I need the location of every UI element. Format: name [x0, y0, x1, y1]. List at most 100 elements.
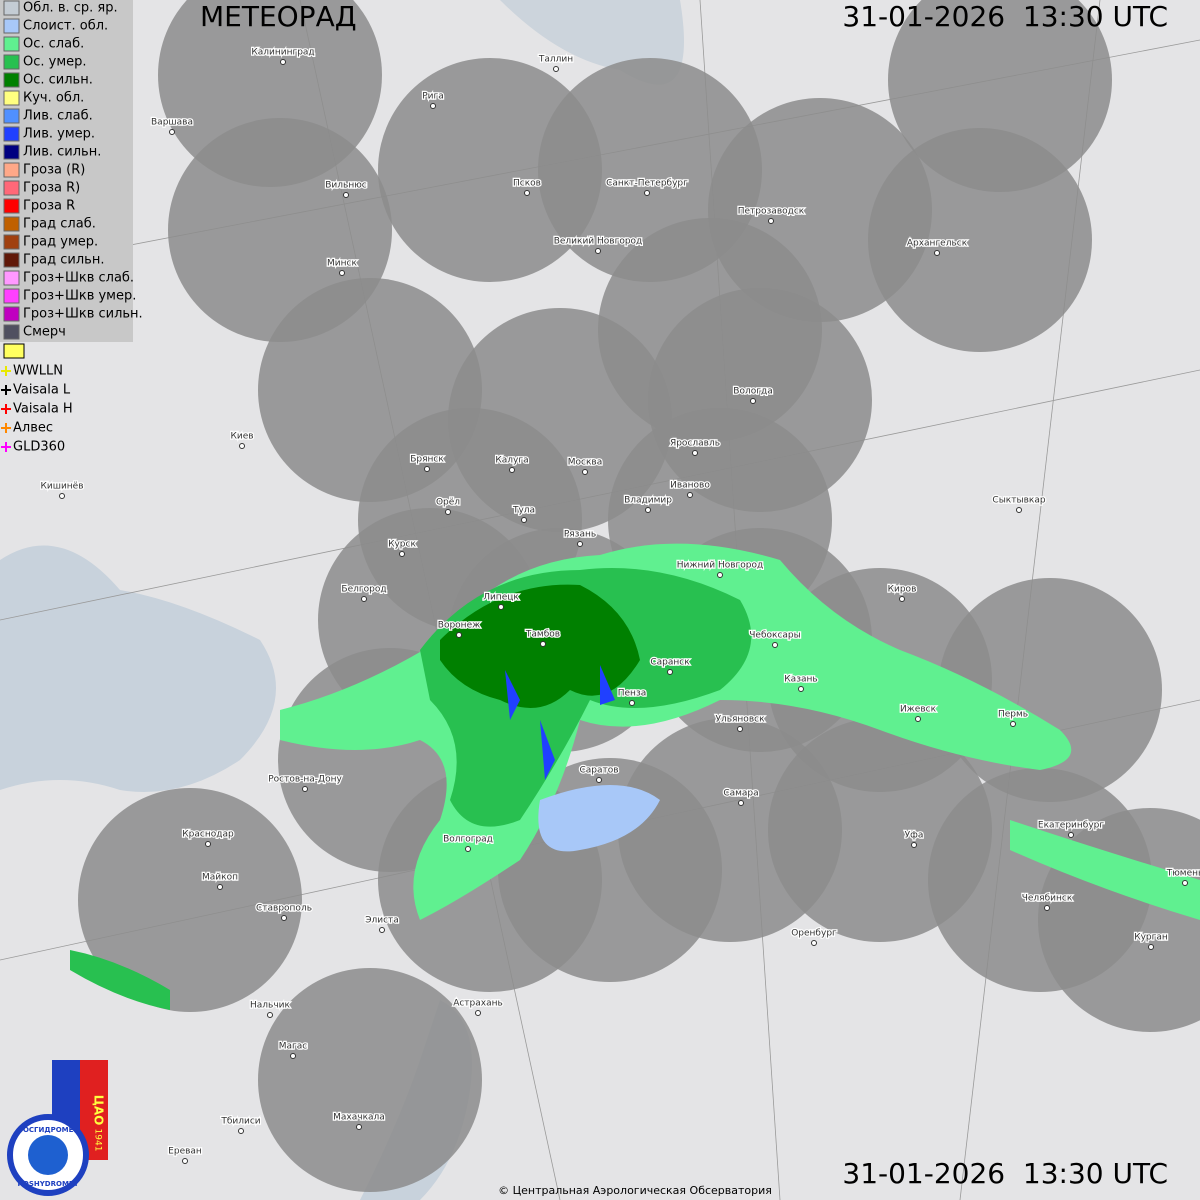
legend-label: Гроз+Шкв слаб.	[23, 271, 134, 286]
radar-circle	[888, 0, 1112, 192]
legend-swatch	[3, 18, 20, 34]
lightning-symbol	[1, 404, 11, 414]
legend-swatch	[3, 324, 20, 340]
city-dot	[59, 493, 65, 499]
city-dot	[290, 1053, 296, 1059]
city-label: Ярославль	[670, 439, 720, 449]
city-dot	[430, 103, 436, 109]
city-dot	[169, 129, 175, 135]
city-label: Санкт-Петербург	[606, 179, 688, 189]
city-dot	[750, 398, 756, 404]
city-label: Челябинск	[1022, 894, 1073, 904]
lightning-label: Vaisala L	[13, 383, 71, 398]
legend-panel	[0, 0, 133, 342]
city-dot	[238, 1128, 244, 1134]
legend-label: Град умер.	[23, 235, 98, 250]
legend-label: Гроза R	[23, 199, 75, 214]
city-dot	[475, 1010, 481, 1016]
city-dot	[738, 800, 744, 806]
city-label: Казань	[784, 675, 817, 685]
legend-swatch	[3, 288, 20, 304]
city-label: Великий Новгород	[554, 237, 643, 247]
legend-swatch	[3, 108, 20, 124]
city-dot	[667, 669, 673, 675]
city-dot	[205, 841, 211, 847]
city-label: Тамбов	[525, 630, 560, 640]
city-label: Краснодар	[182, 830, 234, 840]
lightning-symbol	[1, 442, 11, 452]
legend-swatch	[3, 72, 20, 88]
city-label: Белгород	[341, 585, 386, 595]
lightning-label: WWLLN	[13, 364, 63, 379]
city-dot	[302, 786, 308, 792]
city-label: Архангельск	[907, 239, 968, 249]
city-label: Вологда	[733, 387, 772, 397]
city-label: Иваново	[670, 481, 710, 491]
legend-label: Гроза (R)	[23, 163, 85, 178]
city-dot	[379, 927, 385, 933]
city-dot	[915, 716, 921, 722]
city-dot	[1182, 880, 1188, 886]
legend-label: Обл. в. ср. яр.	[23, 1, 118, 16]
lightning-label: Vaisala H	[13, 402, 73, 417]
city-dot	[465, 846, 471, 852]
precipitation	[70, 543, 1200, 1010]
city-label: Рига	[422, 92, 444, 102]
timestamp-top: 31-01-2026 13:30 UTC	[842, 0, 1168, 33]
city-dot	[629, 700, 635, 706]
city-label: Волгоград	[443, 835, 493, 845]
legend-label: Гроза R)	[23, 181, 80, 196]
legend-label: Слоист. обл.	[23, 19, 108, 34]
copyright: © Центральная Аэрологическая Обсерватори…	[498, 1184, 772, 1197]
city-dot	[772, 642, 778, 648]
legend-label: Лив. умер.	[23, 127, 95, 142]
city-label: Петрозаводск	[738, 207, 805, 217]
legend-label: Смерч	[23, 325, 66, 340]
city-dot	[1068, 832, 1074, 838]
city-dot	[498, 604, 504, 610]
lightning-label: GLD360	[13, 440, 65, 455]
city-dot	[456, 632, 462, 638]
city-label: Уфа	[905, 831, 924, 841]
city-label: Ульяновск	[715, 715, 765, 725]
legend-label: Гроз+Шкв сильн.	[23, 307, 143, 322]
city-dot	[267, 1012, 273, 1018]
radar-circle	[378, 58, 602, 282]
city-label: Кишинёв	[40, 482, 83, 492]
legend-label: Ос. слаб.	[23, 37, 84, 52]
city-dot	[356, 1124, 362, 1130]
city-label: Ижевск	[900, 705, 937, 715]
city-label: Тула	[512, 506, 535, 516]
legend: Обл. в. ср. яр. Слоист. обл. Ос. слаб. Ос. …	[0, 0, 143, 455]
city-label: Калуга	[495, 456, 528, 466]
city-label: Саранск	[650, 658, 690, 668]
city-dot	[339, 270, 345, 276]
city-dot	[239, 443, 245, 449]
city-dot	[1010, 721, 1016, 727]
city-label: Вильнюс	[325, 181, 367, 191]
flag-icon	[3, 343, 25, 359]
logo-flag-red	[80, 1060, 108, 1160]
legend-swatch	[3, 252, 20, 268]
legend-label: Град слаб.	[23, 217, 96, 232]
legend-swatch	[3, 216, 20, 232]
legend-label: Лив. сильн.	[23, 145, 101, 160]
city-dot	[524, 190, 530, 196]
city-label: Нижний Новгород	[677, 561, 763, 571]
city-dot	[644, 190, 650, 196]
city-dot	[343, 192, 349, 198]
logo: ЦАО 1941 РОСГИДРОМЕТ ROSHYDROMET	[7, 1060, 108, 1196]
city-label: Ставрополь	[256, 904, 312, 914]
legend-swatch	[3, 198, 20, 214]
city-dot	[934, 250, 940, 256]
city-label: Москва	[568, 458, 602, 468]
city-dot	[717, 572, 723, 578]
logo-year: 1941	[93, 1129, 103, 1152]
city-dot	[280, 59, 286, 65]
city-dot	[811, 940, 817, 946]
city-label: Чебоксары	[749, 631, 800, 641]
city-dot	[399, 551, 405, 557]
city-dot	[899, 596, 905, 602]
city-label: Воронеж	[438, 621, 480, 631]
